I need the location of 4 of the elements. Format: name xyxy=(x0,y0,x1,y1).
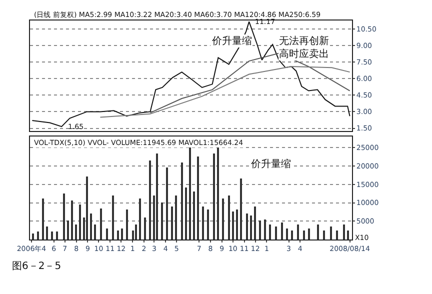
annotation: 价升量缩 xyxy=(211,35,252,47)
caption: 图6－2－5 xyxy=(12,261,62,272)
annotation: 无法再创新高时应卖出 xyxy=(279,35,329,60)
annotation: 价升量缩 xyxy=(250,158,291,170)
